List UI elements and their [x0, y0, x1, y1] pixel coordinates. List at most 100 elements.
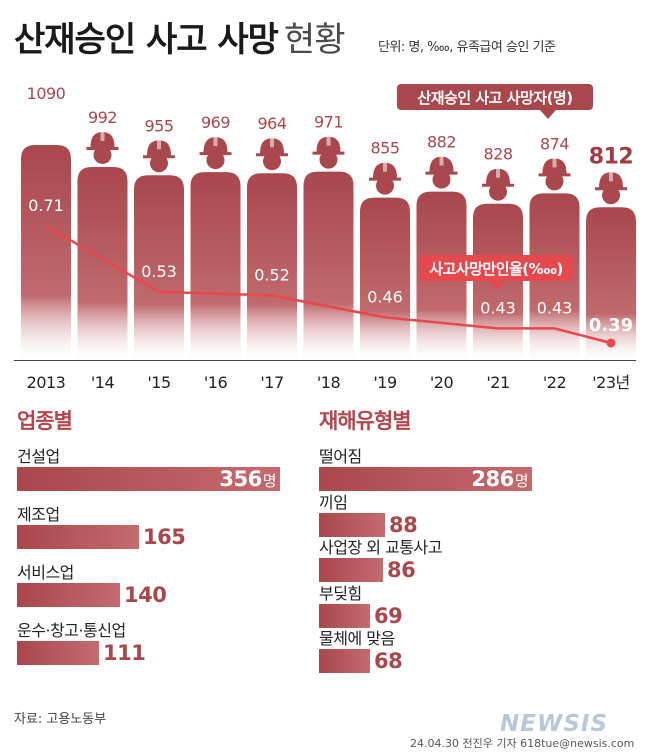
bar: [319, 603, 370, 628]
bar: [319, 558, 383, 582]
legend-rate-box: [420, 255, 573, 281]
bar: [319, 467, 532, 491]
section-title: 업종별: [17, 409, 73, 433]
category-label: '20: [430, 373, 454, 392]
legend-rate-label: 사고사망만인율(‱): [429, 260, 563, 278]
count-label: 971: [314, 113, 343, 132]
category-label: 부딪힘: [319, 583, 362, 603]
rate-label: 0.52: [254, 265, 290, 284]
rate-line: [45, 224, 612, 345]
bar-head: [432, 170, 451, 189]
bar-head: [376, 176, 394, 195]
category-label: '19: [373, 373, 397, 392]
helmet-stripe: [609, 171, 613, 182]
rate-label: 0.43: [480, 298, 516, 317]
rate-label: 0.46: [367, 287, 403, 306]
bar: [17, 641, 99, 665]
category-label: '23년: [592, 373, 629, 392]
category-label: 2013: [27, 373, 66, 392]
rate-label: 0.71: [28, 196, 64, 215]
helmet-stripe: [326, 135, 331, 146]
bar-head: [545, 172, 564, 191]
page-title: 산재승인 사고 사망 현황: [14, 12, 346, 61]
helmet-stripe: [213, 136, 218, 147]
helmet-stripe: [157, 139, 161, 150]
value-label: 165: [143, 525, 186, 549]
count-label: 882: [427, 133, 456, 152]
count-label: 812: [589, 144, 633, 169]
legend-rate-pointer: [489, 281, 505, 290]
bar-body: [247, 173, 297, 360]
bar-body: [190, 172, 241, 360]
source: 자료: 고용노동부: [14, 712, 107, 727]
legend-count-label: 산재승인 사고 사망자(명): [417, 89, 572, 107]
count-label: 955: [144, 116, 173, 135]
value-label: 86: [387, 558, 416, 582]
bar-head: [319, 150, 338, 169]
legend-count-box: [397, 84, 593, 110]
newsis-logo: NEWSIS: [500, 711, 609, 737]
section-title: 재해유형별: [319, 409, 412, 433]
value-label: 69: [374, 603, 403, 628]
category-label: '14: [91, 373, 115, 392]
main-chart: 1090 2013 992 '14 955 '15 969 '16 964 '17 971 '18 85…: [14, 84, 636, 392]
category-label: '22: [543, 373, 566, 392]
bar-head: [150, 154, 168, 173]
bar-head: [206, 151, 225, 170]
value-label: 88: [389, 512, 418, 537]
category-label: 제조업: [17, 505, 60, 524]
helmet-stripe: [383, 161, 387, 172]
bar-body: [77, 166, 128, 360]
bar-head: [263, 152, 281, 171]
legend-count-pointer: [540, 110, 556, 119]
category-label: 물체에 맞음: [319, 629, 395, 648]
bar-head: [93, 145, 112, 164]
value-label: 111: [103, 641, 146, 665]
bar: [17, 525, 139, 549]
category-label: '17: [260, 373, 283, 392]
bar: [17, 467, 280, 491]
rate-end-point: [606, 338, 616, 348]
helmet-stripe: [496, 167, 500, 178]
count-label: 992: [88, 108, 117, 127]
category-label: '18: [317, 373, 341, 392]
category-label: '21: [486, 373, 509, 392]
category-label: 사업장 외 교통사고: [319, 538, 442, 557]
category-label: 끼임: [319, 492, 348, 512]
bar-body: [360, 197, 410, 360]
title-main: 산재승인 사고 사망: [14, 20, 279, 60]
count-label: 1090: [27, 84, 66, 103]
bar-body: [303, 171, 354, 360]
category-label: 서비스업: [17, 563, 74, 582]
bar: [319, 512, 385, 537]
rate-label: 0.39: [589, 315, 633, 336]
rate-label: 0.53: [141, 262, 177, 281]
count-label: 855: [370, 139, 399, 158]
category-label: '15: [147, 373, 170, 392]
value-label: 286명: [471, 467, 528, 491]
bar-head: [489, 182, 507, 201]
helmet-stripe: [270, 137, 274, 148]
title-sub: 현황: [283, 20, 346, 60]
count-label: 964: [257, 114, 286, 133]
category-label: 운수·창고·통신업: [17, 621, 126, 640]
rate-label: 0.43: [537, 298, 573, 317]
count-label: 874: [540, 134, 569, 153]
helmet-stripe: [552, 157, 557, 168]
helmet-stripe: [439, 155, 444, 166]
unit-note: 단위: 명, ‱, 유족급여 승인 기준: [378, 40, 556, 55]
value-label: 68: [374, 649, 403, 673]
value-label: 140: [124, 583, 167, 607]
bar-head: [602, 186, 620, 205]
category-label: 떨어짐: [319, 447, 362, 466]
helmet-stripe: [100, 130, 105, 141]
category-label: 건설업: [17, 447, 60, 466]
count-label: 969: [201, 113, 230, 132]
bar: [17, 583, 120, 607]
value-label: 356명: [219, 467, 276, 491]
bar-body: [134, 175, 184, 360]
bar: [319, 649, 370, 673]
count-label: 828: [483, 145, 512, 164]
credit: 24.04.30 전진우 기자 618tue@newsis.com: [410, 737, 635, 750]
category-label: '16: [204, 373, 228, 392]
